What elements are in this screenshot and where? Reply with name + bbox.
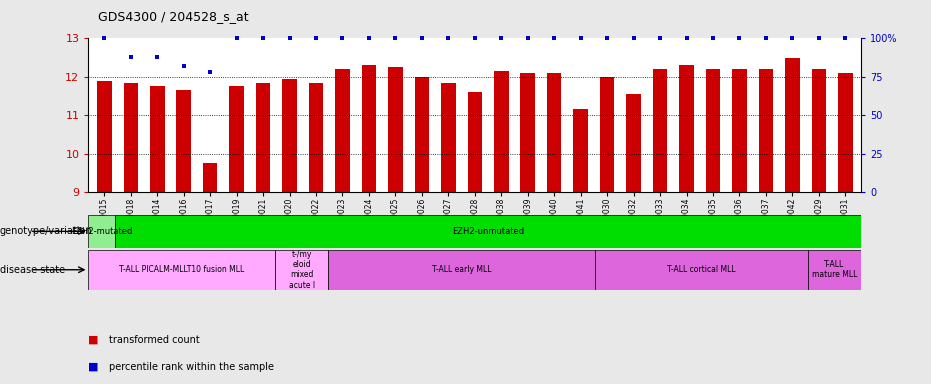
Bar [600,77,614,192]
Text: EZH2-unmutated: EZH2-unmutated [452,227,524,236]
Bar [335,69,350,192]
Text: T-ALL
mature MLL: T-ALL mature MLL [812,260,857,280]
Bar [329,250,595,290]
Bar [88,215,115,248]
Text: ■: ■ [88,362,99,372]
Text: GDS4300 / 204528_s_at: GDS4300 / 204528_s_at [98,10,249,23]
Bar [150,86,165,192]
Bar [177,90,191,192]
Bar [88,250,275,290]
Bar [838,73,853,192]
Bar [256,83,270,192]
Text: disease state: disease state [0,265,65,275]
Bar [595,250,808,290]
Bar [275,250,329,290]
Bar [785,58,800,192]
Bar [441,83,455,192]
Bar [203,163,218,192]
Bar [680,65,694,192]
Bar [812,69,826,192]
Bar [361,65,376,192]
Bar [759,69,773,192]
Text: transformed count: transformed count [109,335,199,345]
Bar [732,69,747,192]
Text: T-ALL PICALM-MLLT10 fusion MLL: T-ALL PICALM-MLLT10 fusion MLL [119,265,244,274]
Bar [467,92,482,192]
Text: t-/my
eloid
mixed
acute l: t-/my eloid mixed acute l [289,250,315,290]
Bar [282,79,297,192]
Bar [494,71,508,192]
Bar [627,94,641,192]
Bar [124,83,138,192]
Bar [573,109,588,192]
Bar [706,69,721,192]
Bar [808,250,861,290]
Text: genotype/variation: genotype/variation [0,226,92,237]
Text: ■: ■ [88,335,99,345]
Text: percentile rank within the sample: percentile rank within the sample [109,362,274,372]
Bar [546,73,561,192]
Bar [97,81,112,192]
Text: T-ALL early MLL: T-ALL early MLL [432,265,492,274]
Text: T-ALL cortical MLL: T-ALL cortical MLL [667,265,735,274]
Text: EZH2-mutated: EZH2-mutated [71,227,132,236]
Bar [388,67,403,192]
Bar [414,77,429,192]
Bar [309,83,323,192]
Bar [520,73,535,192]
Bar [229,86,244,192]
Bar [653,69,668,192]
